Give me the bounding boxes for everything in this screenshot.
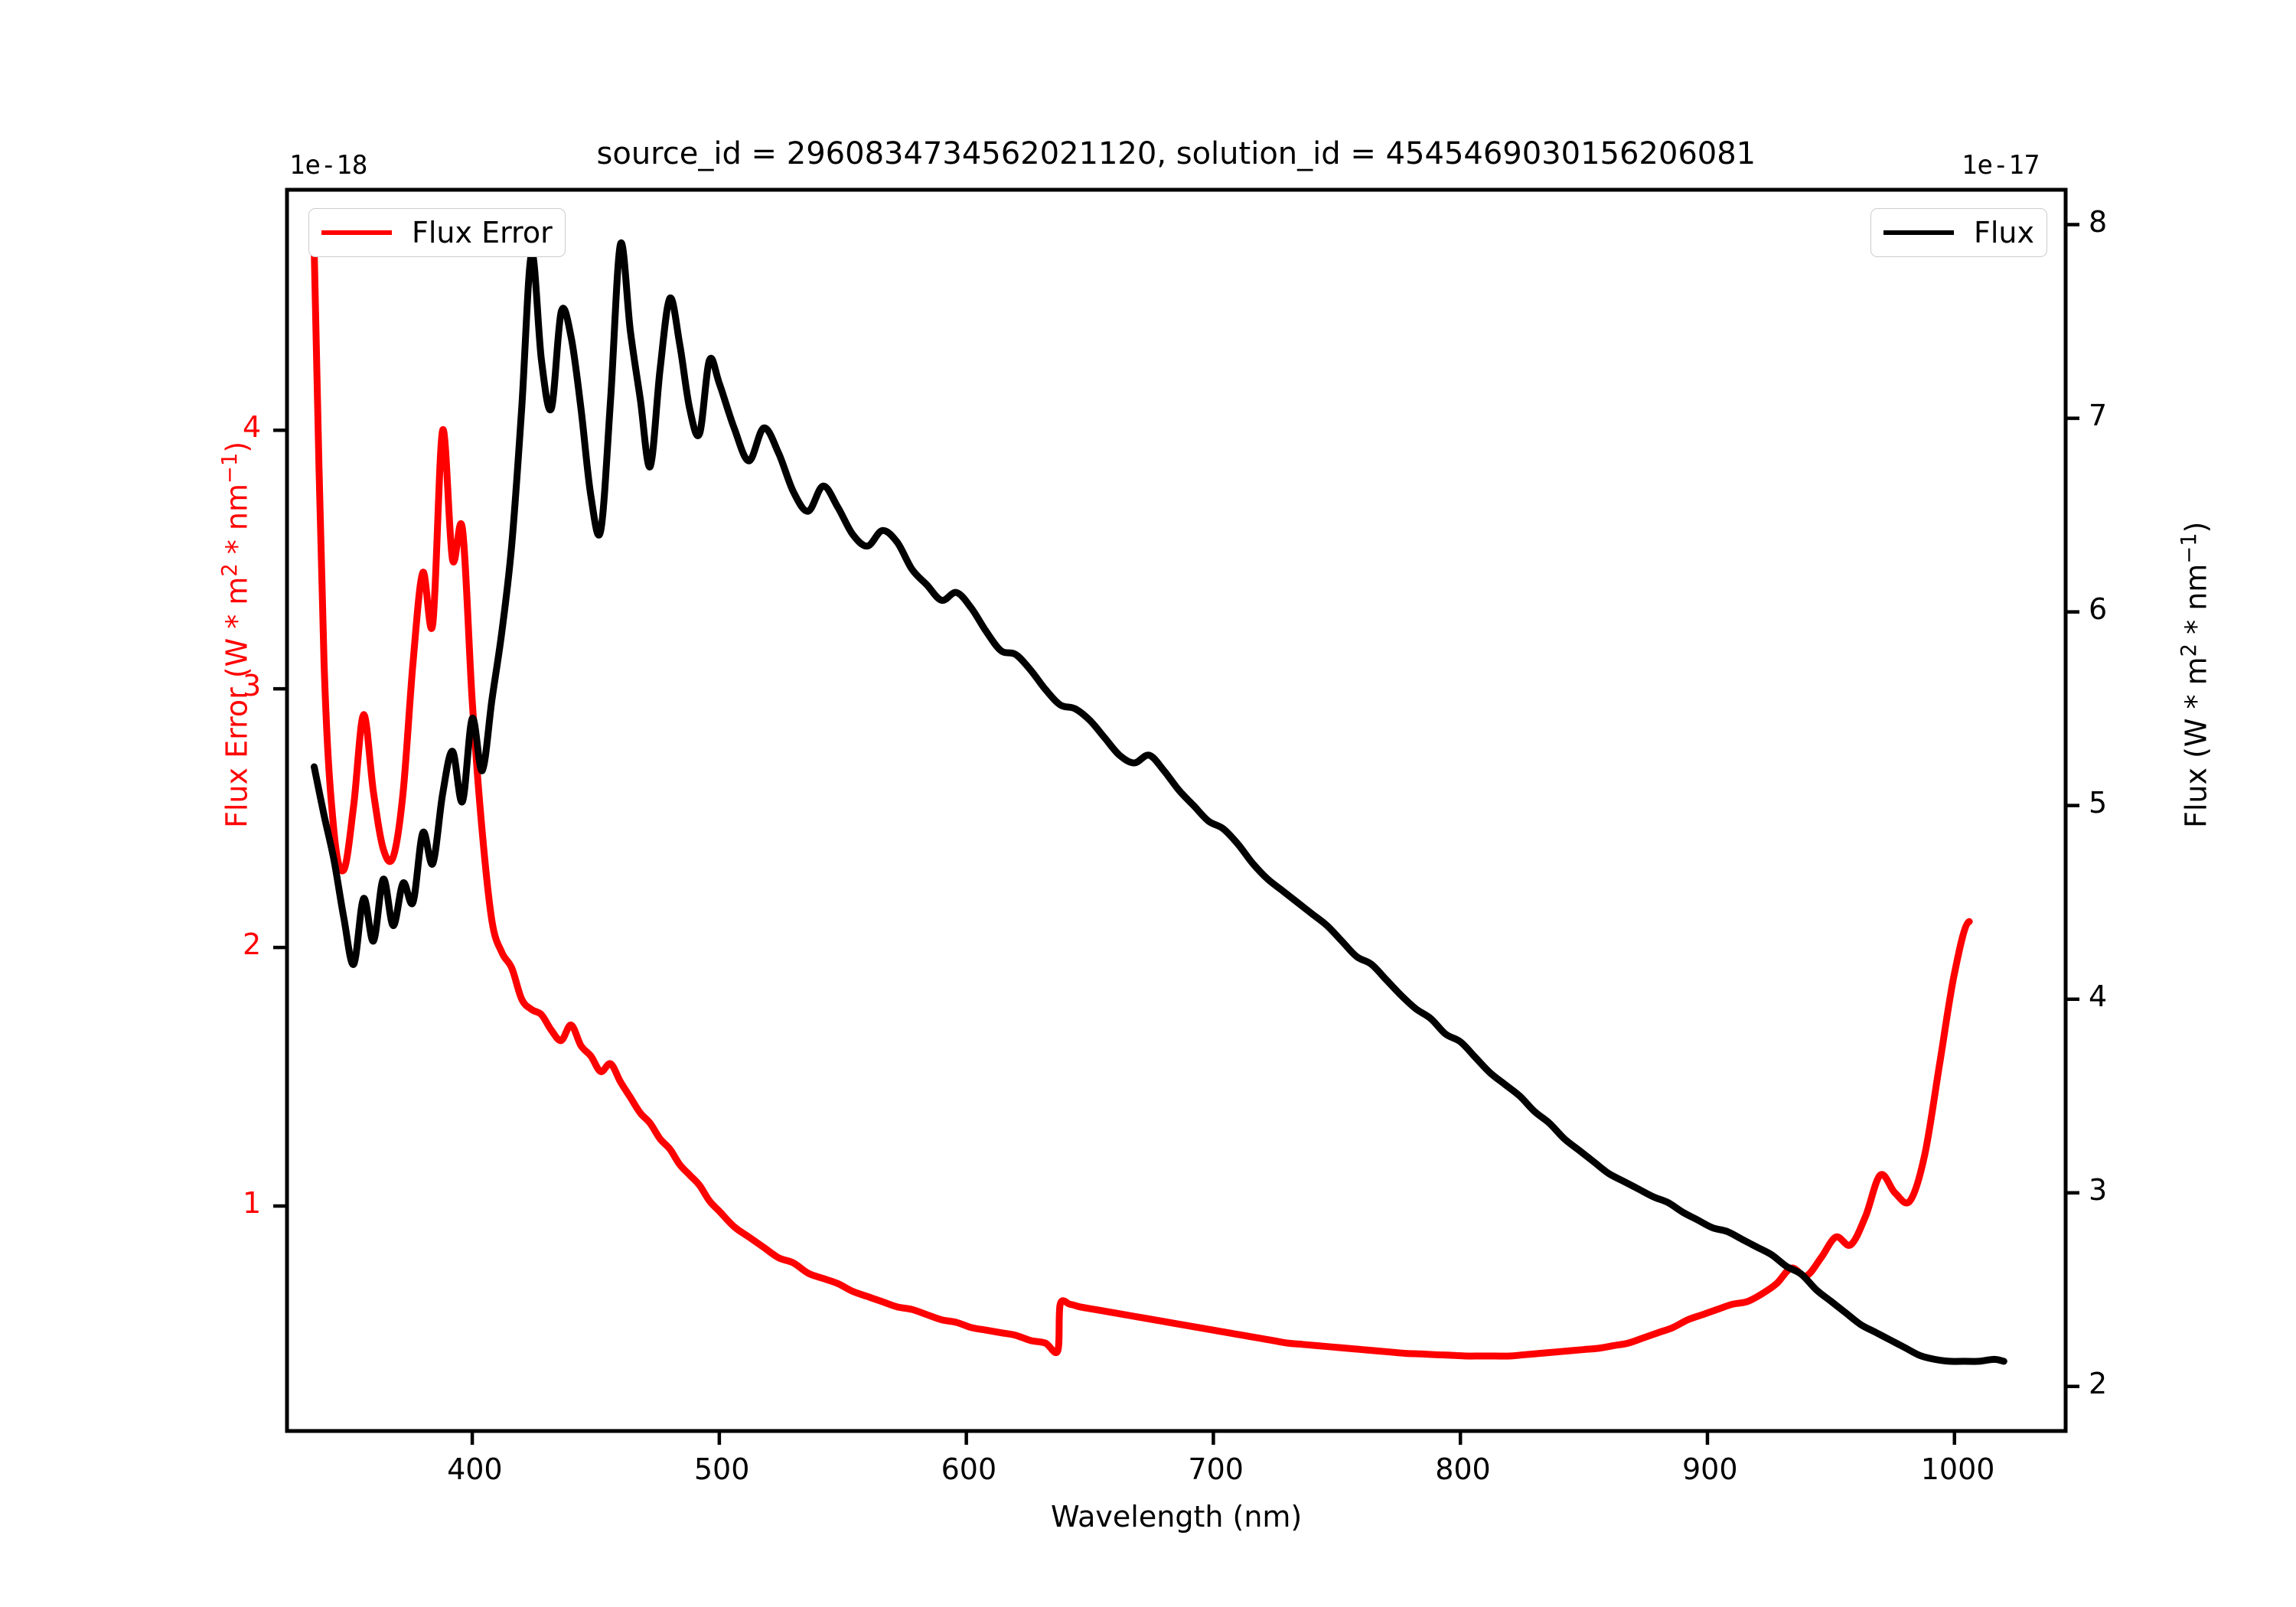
y-right-tick-2: 2: [2089, 1366, 2108, 1400]
legend-label-flux: Flux: [1974, 216, 2034, 249]
x-tick-900: 900: [1681, 1452, 1738, 1486]
y-right-tick-6: 6: [2089, 592, 2108, 626]
legend-flux-error[interactable]: Flux Error: [308, 208, 566, 257]
y-right-tick-8: 8: [2089, 204, 2108, 239]
y-right-tick-5: 5: [2089, 785, 2108, 820]
right-axis-offset-text: 1e-17: [1962, 150, 2040, 181]
line-flux: [311, 239, 2007, 1365]
y-right-tick-7: 7: [2089, 398, 2108, 432]
y-right-axis-label: Flux (W * m2 * nm−1): [2177, 521, 2213, 829]
legend-flux[interactable]: Flux: [1870, 208, 2047, 257]
legend-line-flux-error: [321, 230, 392, 235]
x-tick-600: 600: [941, 1452, 997, 1486]
x-tick-1000: 1000: [1920, 1452, 1995, 1486]
line-flux-error: [311, 246, 1973, 1360]
legend-line-flux: [1883, 230, 1954, 235]
y-right-tick-4: 4: [2089, 979, 2108, 1013]
x-tick-700: 700: [1188, 1452, 1244, 1486]
series-group: [311, 239, 2007, 1365]
y-right-tick-3: 3: [2089, 1172, 2108, 1207]
y-left-tick-3: 3: [243, 669, 262, 703]
x-tick-400: 400: [447, 1452, 503, 1486]
y-left-tick-2: 2: [243, 927, 262, 962]
axes-frame: [285, 187, 2068, 1433]
chart-title: source_id = 2960834734562021120, solutio…: [596, 136, 1756, 171]
y-left-tick-1: 1: [243, 1186, 262, 1220]
y-left-tick-4: 4: [243, 410, 262, 445]
y-left-axis-label: Flux Error (W * m2 * nm−1): [218, 442, 254, 829]
x-axis-label: Wavelength (nm): [1051, 1500, 1303, 1534]
x-tick-800: 800: [1435, 1452, 1491, 1486]
axis-ticks: [273, 223, 2079, 1445]
x-tick-500: 500: [693, 1452, 750, 1486]
left-axis-offset-text: 1e-18: [289, 150, 368, 181]
legend-label-flux-error: Flux Error: [412, 216, 553, 249]
